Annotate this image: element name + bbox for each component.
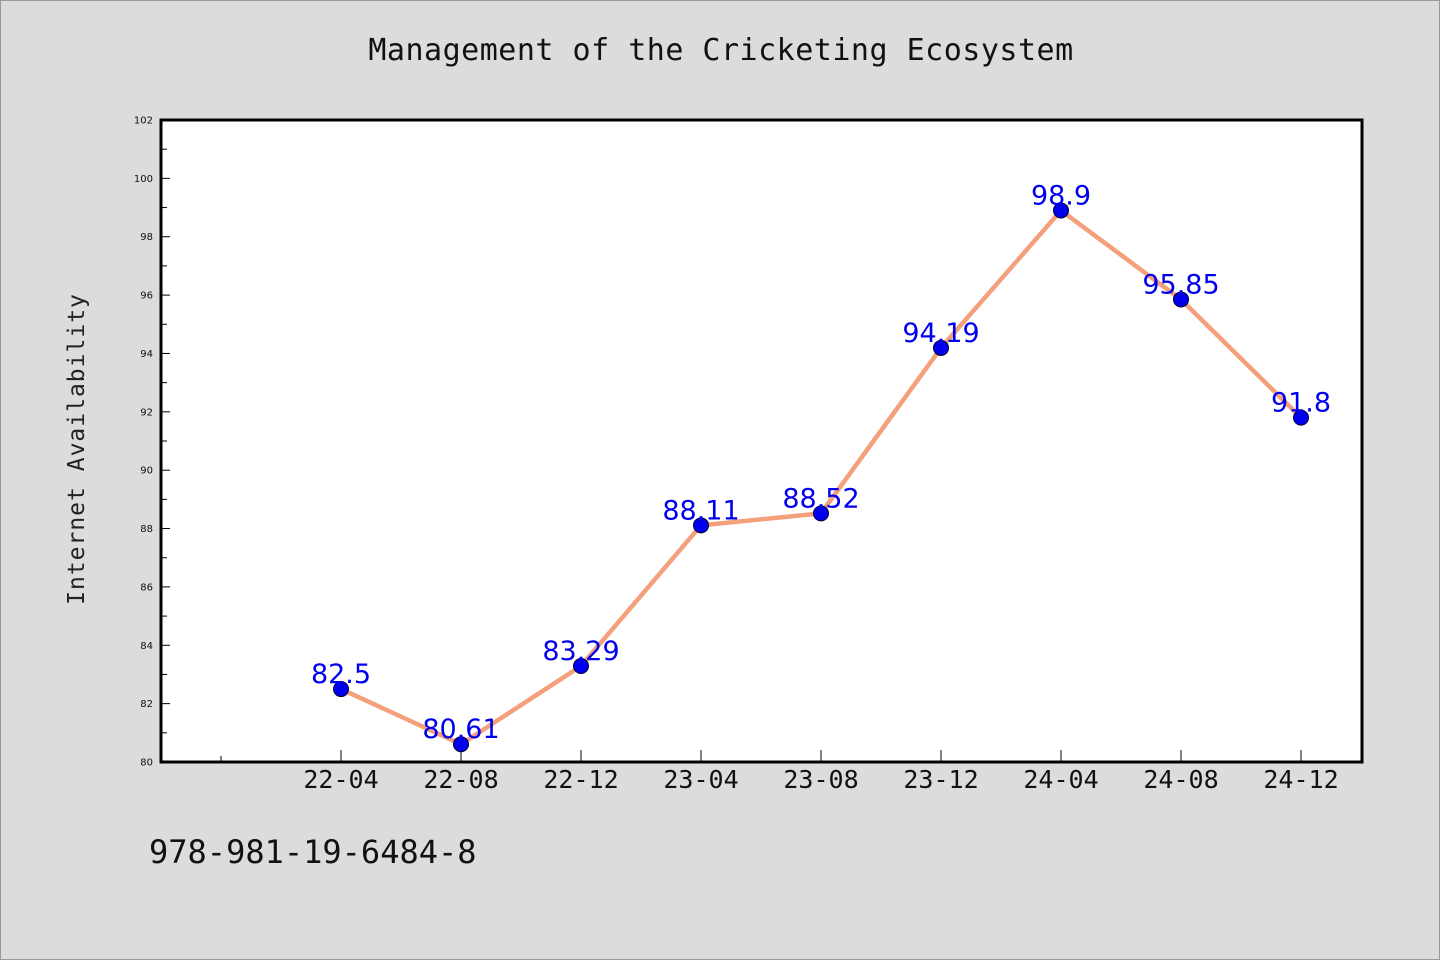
data-label: 88.11 <box>662 495 739 526</box>
data-point <box>933 339 949 356</box>
y-tick-label: 84 <box>140 641 153 652</box>
y-tick-label: 90 <box>140 466 153 477</box>
plot-frame <box>159 118 1364 764</box>
x-tick-label: 24-08 <box>1143 765 1218 794</box>
data-point <box>453 736 469 753</box>
y-tick-label: 92 <box>140 407 153 418</box>
data-label: 88.52 <box>782 483 859 514</box>
data-label: 80.61 <box>422 714 499 745</box>
y-tick-label: 98 <box>140 232 153 243</box>
y-tick-label: 94 <box>140 349 153 360</box>
data-point <box>813 505 829 522</box>
y-tick-label: 80 <box>140 758 153 769</box>
data-label: 94.19 <box>902 318 979 349</box>
x-tick-label: 23-04 <box>663 765 738 794</box>
x-tick-label: 24-12 <box>1263 765 1338 794</box>
data-point <box>1053 202 1069 219</box>
data-label: 98.9 <box>1031 180 1091 211</box>
x-tick-label: 23-12 <box>903 765 978 794</box>
data-point <box>1173 291 1189 308</box>
y-tick-label: 86 <box>140 582 153 593</box>
x-tick-label: 24-04 <box>1023 765 1098 794</box>
x-tick-label: 22-08 <box>423 765 498 794</box>
y-tick-label: 102 <box>134 116 153 127</box>
x-tick-label: 23-08 <box>783 765 858 794</box>
footer-code: 978-981-19-6484-8 <box>149 833 477 871</box>
data-point <box>1293 409 1309 426</box>
x-tick-label: 22-12 <box>543 765 618 794</box>
x-tick-label: 22-04 <box>303 765 378 794</box>
data-point <box>333 681 349 698</box>
data-point <box>573 657 589 674</box>
data-point <box>693 517 709 534</box>
y-tick-label: 100 <box>134 174 153 185</box>
chart-title: Management of the Cricketing Ecosystem <box>368 33 1074 68</box>
data-label: 82.5 <box>311 659 371 690</box>
y-tick-label: 96 <box>140 291 153 302</box>
data-label: 91.8 <box>1271 388 1331 419</box>
y-tick-label: 82 <box>140 699 153 710</box>
data-label: 95.85 <box>1142 269 1219 300</box>
plot-area <box>161 120 1362 762</box>
y-tick-label: 88 <box>140 524 153 535</box>
data-label: 83.29 <box>542 636 619 667</box>
